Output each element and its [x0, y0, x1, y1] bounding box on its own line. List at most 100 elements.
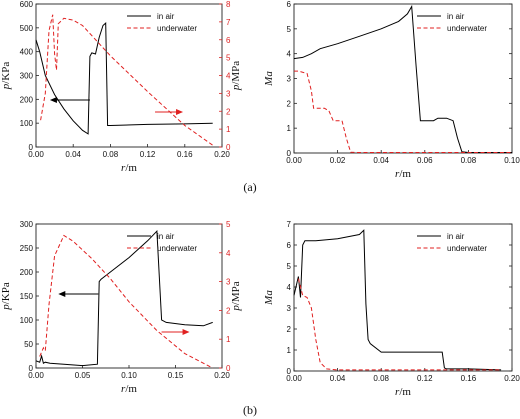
y2-tick-label: 1 — [226, 335, 231, 344]
y2-tick-label: 8 — [226, 0, 231, 9]
caption-b: (b) — [243, 403, 257, 417]
series-line-water — [39, 234, 213, 369]
series-line-water — [297, 278, 502, 371]
y-tick-label: 0 — [29, 143, 34, 152]
x-tick-label: 0.12 — [140, 150, 156, 159]
legend-label-air: in air — [447, 12, 465, 21]
arrow-right-head — [182, 329, 190, 335]
legend-label-air: in air — [157, 12, 175, 21]
y-tick-label: 0 — [29, 364, 34, 373]
x-tick-label: 0.08 — [461, 156, 477, 165]
y-axis-label: p/KPa — [0, 282, 12, 311]
x-tick-label: 0.12 — [417, 374, 433, 383]
y-tick-label: 3 — [287, 304, 292, 313]
series-line-water — [40, 14, 213, 146]
y2-axis-label: p/MPa — [230, 281, 242, 311]
y-tick-label: 300 — [20, 220, 34, 229]
x-tick-label: 0.00 — [28, 371, 44, 380]
x-tick-label: 0.16 — [461, 374, 477, 383]
chart-panel-a-right: 0.00 0.02 0.04 0.06 0.08 0.10 0 1 2 3 4 5 6 in air und… — [286, 0, 520, 165]
y-tick-label: 1 — [287, 346, 292, 355]
arrow-left-head — [58, 291, 66, 297]
y2-tick-label: 4 — [226, 249, 231, 258]
x-axis-label: r/m — [395, 168, 411, 180]
x-axis-label: r/m — [121, 162, 137, 174]
chart-panel-a-left: 0.00 0.04 0.08 0.12 0.16 0.200100200300400500… — [20, 0, 231, 159]
y-tick-label: 2 — [287, 99, 292, 108]
x-tick-label: 0.05 — [75, 371, 91, 380]
arrow-left-head — [49, 97, 57, 103]
x-tick-label: 0.00 — [28, 150, 44, 159]
y-tick-label: 1 — [287, 124, 292, 133]
y-tick-label: 5 — [287, 25, 292, 34]
x-tick-label: 0.04 — [65, 150, 81, 159]
y-tick-label: 100 — [20, 316, 34, 325]
y-tick-label: 5 — [287, 262, 292, 271]
y-tick-label: 200 — [20, 268, 34, 277]
y-tick-label: 400 — [20, 48, 34, 57]
y-tick-label: 4 — [287, 50, 292, 59]
y2-tick-label: 0 — [226, 364, 231, 373]
caption-a: (a) — [243, 180, 256, 194]
x-tick-label: 0.04 — [330, 374, 346, 383]
x-tick-label: 0.04 — [373, 156, 389, 165]
y-tick-label: 6 — [287, 0, 292, 9]
y-tick-label: 50 — [24, 340, 33, 349]
y-tick-label: 3 — [287, 75, 292, 84]
y2-tick-label: 6 — [226, 36, 231, 45]
x-tick-label: 0.08 — [373, 374, 389, 383]
y-axis-label: p/KPa — [0, 62, 12, 91]
y-tick-label: 6 — [287, 241, 292, 250]
legend-label-water: underwater — [157, 24, 197, 33]
y2-tick-label: 3 — [226, 89, 231, 98]
x-tick-label: 0.02 — [330, 156, 346, 165]
y2-tick-label: 3 — [226, 278, 231, 287]
x-tick-label: 0.00 — [286, 374, 302, 383]
y-tick-label: 150 — [20, 292, 34, 301]
legend-label-air: in air — [447, 232, 465, 241]
y2-tick-label: 5 — [226, 220, 231, 229]
y-axis-label: Ma — [263, 290, 275, 306]
series-line-air — [35, 22, 213, 135]
y-tick-label: 0 — [287, 367, 292, 376]
y2-tick-label: 0 — [226, 143, 231, 152]
legend-label-water: underwater — [447, 24, 487, 33]
series-line-air — [35, 230, 213, 367]
y2-tick-label: 2 — [226, 306, 231, 315]
x-tick-label: 0.06 — [417, 156, 433, 165]
y-axis-label: Ma — [263, 71, 275, 87]
legend-label-water: underwater — [157, 244, 197, 253]
x-tick-label: 0.00 — [286, 156, 302, 165]
y-tick-label: 250 — [20, 244, 34, 253]
y-tick-label: 4 — [287, 283, 292, 292]
x-axis-label: r/m — [121, 383, 137, 395]
x-axis-label: r/m — [395, 386, 411, 398]
y-tick-label: 300 — [20, 72, 34, 81]
y-tick-label: 0 — [287, 149, 292, 158]
x-tick-label: 0.08 — [103, 150, 119, 159]
y2-tick-label: 7 — [226, 18, 231, 27]
y-tick-label: 200 — [20, 95, 34, 104]
chart-panel-b-right: 0.00 0.04 0.08 0.12 0.16 0.20 0 1 2 3 4 5 6 7 in air un… — [286, 220, 520, 383]
legend-label-air: in air — [157, 232, 175, 241]
x-tick-label: 0.10 — [504, 156, 520, 165]
y2-tick-label: 2 — [226, 107, 231, 116]
x-tick-label: 0.16 — [177, 150, 193, 159]
y2-axis-label: p/MPa — [230, 61, 242, 91]
legend-label-water: underwater — [447, 244, 487, 253]
y2-tick-label: 4 — [226, 72, 231, 81]
series-line-air — [293, 229, 502, 371]
arrow-right-head — [176, 109, 184, 115]
y2-tick-label: 1 — [226, 125, 231, 134]
x-tick-label: 0.15 — [168, 371, 184, 380]
plot-frame — [293, 223, 513, 372]
chart-panel-b-left: 0.00 0.05 0.10 0.15 0.2005010015020025030001… — [20, 220, 231, 380]
x-tick-label: 0.10 — [121, 371, 137, 380]
y2-tick-label: 5 — [226, 54, 231, 63]
x-tick-label: 0.20 — [214, 150, 230, 159]
series-line-water — [294, 70, 512, 153]
y-tick-label: 7 — [287, 220, 292, 229]
x-tick-label: 0.20 — [214, 371, 230, 380]
y-tick-label: 500 — [20, 24, 34, 33]
